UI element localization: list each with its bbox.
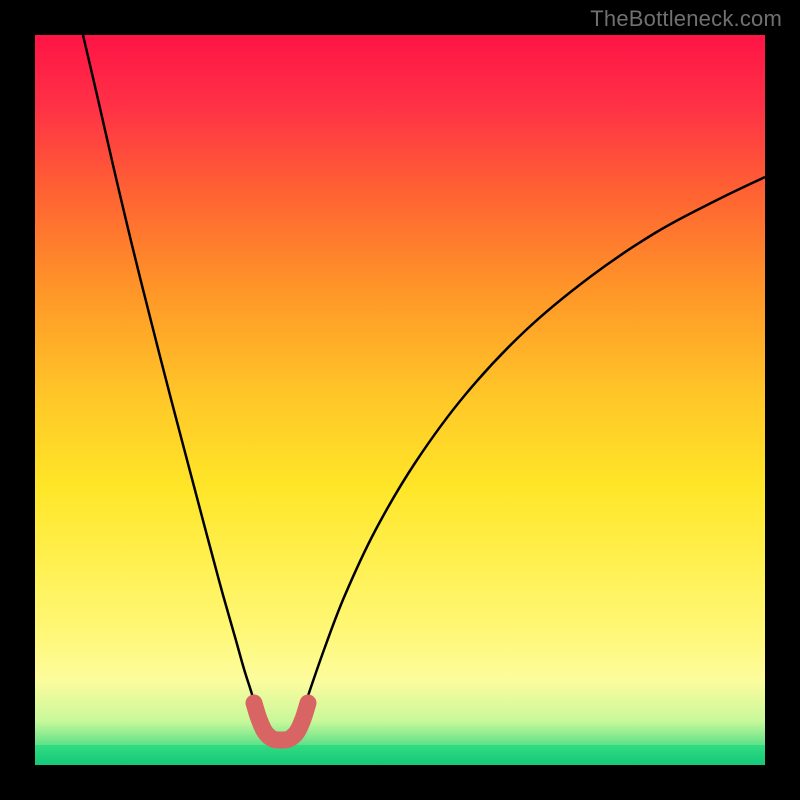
trough-marker: [254, 703, 308, 740]
right-curve: [305, 177, 765, 705]
left-curve: [83, 35, 255, 705]
watermark-text: TheBottleneck.com: [590, 6, 782, 32]
chart-curves-svg: [35, 35, 765, 765]
chart-plot-area: [35, 35, 765, 765]
